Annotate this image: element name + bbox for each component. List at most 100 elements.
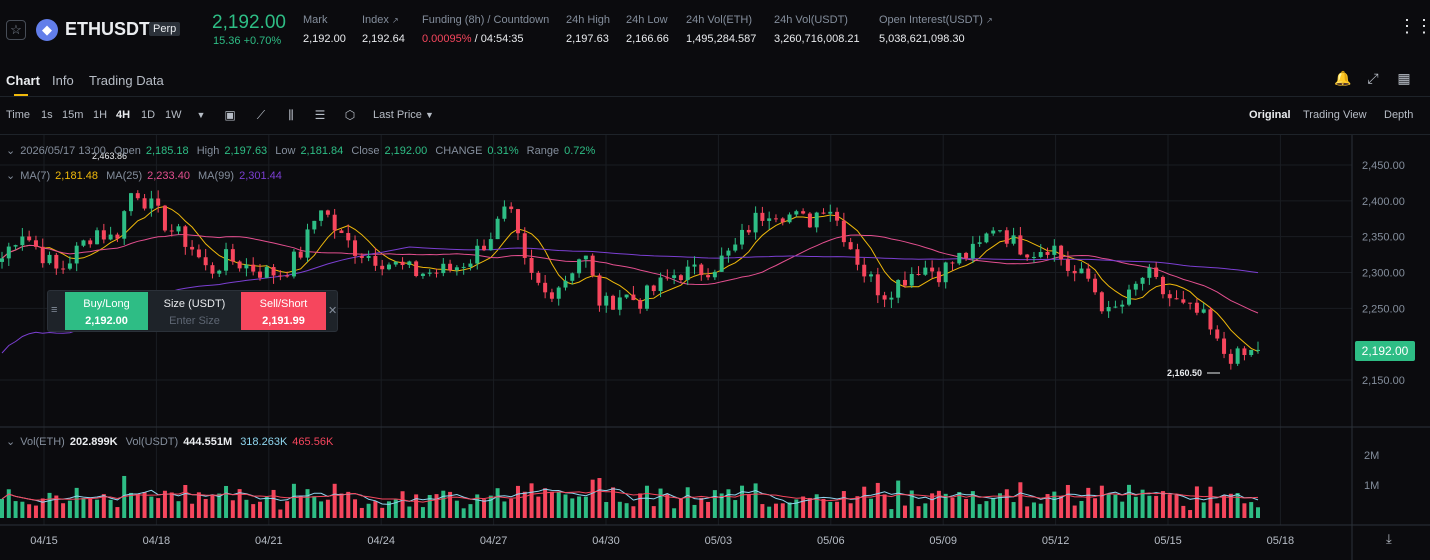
candle xyxy=(237,261,242,269)
volume-bar xyxy=(1222,495,1227,518)
candle xyxy=(264,267,269,278)
volume-bar xyxy=(264,496,269,518)
volume-bar xyxy=(611,487,616,518)
interval-1s[interactable]: 1s xyxy=(41,109,53,121)
candle xyxy=(1099,292,1104,312)
price-chart[interactable]: 2,450.00 2,400.00 2,350.00 2,300.00 2,250.00… xyxy=(0,135,1430,560)
candle xyxy=(896,279,901,298)
volume-bar xyxy=(27,504,32,518)
volume-bar xyxy=(665,494,670,518)
view-trading-view[interactable]: Trading View xyxy=(1303,109,1367,121)
candle xyxy=(115,234,120,239)
candle xyxy=(1249,349,1254,356)
volume-bar xyxy=(563,494,568,518)
close-icon[interactable]: ✕ xyxy=(328,305,338,317)
price-type-select[interactable]: Last Price ▼ xyxy=(373,109,434,121)
symbol-name[interactable]: ETHUSDT xyxy=(65,19,150,39)
time-axis-label: 04/24 xyxy=(367,535,395,547)
volume-axis-label: 2M xyxy=(1364,450,1379,462)
candles-icon[interactable]: ⫼ xyxy=(288,108,294,122)
candle xyxy=(1045,251,1050,255)
candle xyxy=(617,297,622,310)
time-axis-label: 04/21 xyxy=(255,535,283,547)
volume-bar xyxy=(984,501,989,518)
candle xyxy=(305,229,310,258)
candle xyxy=(923,267,928,275)
candle xyxy=(672,275,677,279)
ma7-line xyxy=(1,205,1259,352)
candle xyxy=(1154,267,1159,277)
tab-info[interactable]: Info xyxy=(52,73,74,88)
favorite-star-icon[interactable]: ☆ xyxy=(6,20,26,40)
candle xyxy=(1222,338,1227,354)
candle xyxy=(319,210,324,221)
interval-time[interactable]: Time xyxy=(6,109,31,121)
more-menu-icon[interactable]: ⋮⋮ xyxy=(1398,16,1430,36)
volume-bar xyxy=(638,493,643,518)
layout-grid-icon[interactable]: ▦ xyxy=(1397,70,1411,86)
candle xyxy=(169,230,174,232)
volume-bar xyxy=(970,491,975,518)
size-input[interactable]: Size (USDT) Enter Size xyxy=(163,298,226,327)
volume-bar xyxy=(740,485,745,518)
view-original[interactable]: Original xyxy=(1249,109,1291,121)
alert-bell-icon[interactable]: 🔔 xyxy=(1334,70,1352,86)
candle xyxy=(631,294,636,301)
drawing-tool-icon[interactable]: ⬡ xyxy=(344,108,356,122)
volume-bar xyxy=(1127,484,1132,518)
candle xyxy=(624,294,629,298)
price-axis-label: 2,150.00 xyxy=(1362,375,1405,387)
interval-1d[interactable]: 1D xyxy=(141,109,156,121)
funding-rate: 0.00095% xyxy=(422,33,472,45)
volume-bar xyxy=(271,489,276,518)
price-axis-label: 2,250.00 xyxy=(1362,303,1405,315)
volume-bar xyxy=(373,501,378,518)
candle xyxy=(1147,267,1152,278)
candle xyxy=(1093,278,1098,293)
volume-bar xyxy=(678,498,683,518)
candle xyxy=(448,263,453,271)
indicator-calendar-icon[interactable]: ▣ xyxy=(224,108,236,122)
interval-1w[interactable]: 1W xyxy=(165,109,182,121)
volume-bar xyxy=(20,501,25,518)
candle xyxy=(549,292,554,299)
view-depth[interactable]: Depth xyxy=(1384,109,1414,121)
candle xyxy=(414,261,419,277)
volume-bar xyxy=(1113,494,1118,518)
buy-long-button[interactable]: Buy/Long 2,192.00 xyxy=(65,292,148,330)
time-axis-label: 04/18 xyxy=(143,535,171,547)
candle xyxy=(950,262,955,264)
oi-link-icon: ↗ xyxy=(985,16,993,25)
drag-handle-icon[interactable]: ≡ xyxy=(51,304,58,316)
volume-bar xyxy=(1167,494,1172,518)
candle xyxy=(760,212,765,221)
interval-4h[interactable]: 4H xyxy=(116,109,131,121)
candle xyxy=(787,214,792,223)
volume-bar xyxy=(332,483,337,518)
fullscreen-icon[interactable]: ⤢ xyxy=(1367,70,1379,86)
volume-bar xyxy=(624,503,629,518)
candle xyxy=(251,264,256,272)
volume-bar xyxy=(685,487,690,518)
volume-bar xyxy=(203,498,208,518)
candle xyxy=(1188,302,1193,304)
sell-short-button[interactable]: Sell/Short 2,191.99 xyxy=(241,292,326,330)
volume-bar xyxy=(1174,494,1179,518)
price-axis-label: 2,450.00 xyxy=(1362,160,1405,172)
interval-15m[interactable]: 15m xyxy=(62,109,84,121)
candle xyxy=(81,240,86,246)
tab-chart[interactable]: Chart xyxy=(6,73,40,88)
line-chart-icon[interactable]: ⟋ xyxy=(256,108,266,122)
volume-bar xyxy=(482,499,487,518)
candle xyxy=(733,244,738,251)
interval-1h[interactable]: 1H xyxy=(93,109,108,121)
candle xyxy=(583,255,588,260)
interval-dropdown-icon[interactable]: ▼ xyxy=(196,110,206,120)
volume-bar xyxy=(1188,510,1193,518)
candle xyxy=(271,267,276,276)
scroll-to-latest-icon[interactable]: ⤓ xyxy=(1386,531,1392,546)
time-axis-label: 04/30 xyxy=(592,535,620,547)
settings-list-icon[interactable]: ☰ xyxy=(314,108,326,122)
tab-trading-data[interactable]: Trading Data xyxy=(89,73,164,88)
volume-bar xyxy=(896,480,901,518)
